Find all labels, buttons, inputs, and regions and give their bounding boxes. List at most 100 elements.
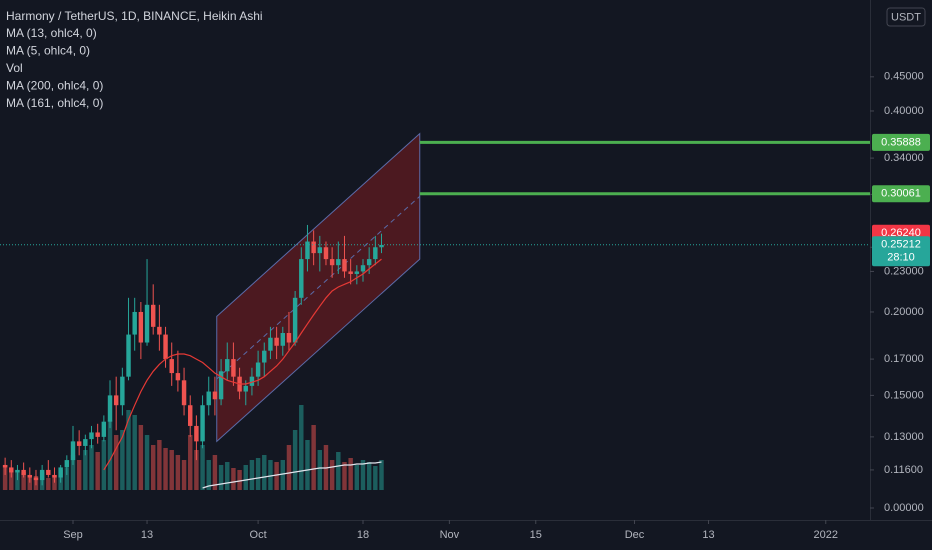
y-tick-label: 0.20000 xyxy=(884,306,924,318)
volume-bar xyxy=(360,460,366,490)
volume-bar xyxy=(144,435,150,490)
candle-body xyxy=(336,259,341,266)
volume-bar xyxy=(200,445,205,490)
volume-bar xyxy=(299,405,304,490)
volume-bar xyxy=(138,425,144,490)
candle-body xyxy=(188,405,193,426)
volume-bar xyxy=(231,468,236,490)
candle-body xyxy=(292,297,298,343)
volume-bar xyxy=(348,458,353,490)
currency[interactable]: USDT xyxy=(891,11,921,23)
candle-body xyxy=(15,469,20,473)
volume-bar xyxy=(274,462,279,490)
axes: USDT 0.450000.400000.340000.300000.25000… xyxy=(63,7,930,541)
candle-body xyxy=(58,467,63,478)
candle-body xyxy=(280,333,286,346)
candle-body xyxy=(138,311,144,343)
candle-body xyxy=(89,432,94,440)
price-label: 0.26240 xyxy=(881,227,921,239)
candle-body xyxy=(46,469,51,475)
x-tick-label: 2022 xyxy=(814,529,838,541)
candle-body xyxy=(249,376,255,386)
candle-body xyxy=(348,271,353,274)
candle-body xyxy=(95,432,100,437)
price-label: 0.25212 xyxy=(881,239,921,251)
volume-bar xyxy=(163,448,168,490)
volume-bar xyxy=(311,425,316,490)
volume-bar xyxy=(206,460,211,490)
x-tick-label: Sep xyxy=(63,529,83,541)
volume-ma-line xyxy=(202,461,382,489)
y-tick-label: 0.15000 xyxy=(884,389,924,401)
candle-body xyxy=(39,469,45,481)
volume-bar xyxy=(113,435,119,490)
volume-bar xyxy=(194,450,199,490)
candle-body xyxy=(225,359,230,372)
candle-body xyxy=(101,421,107,437)
volume-bar xyxy=(157,440,162,490)
volume-bar xyxy=(218,465,224,490)
volume-bar xyxy=(268,460,273,490)
volume-bar xyxy=(126,410,131,490)
plot xyxy=(0,132,870,490)
candle-body xyxy=(21,469,26,475)
candle-body xyxy=(150,304,156,327)
volume-bar xyxy=(262,455,267,490)
volume-bar xyxy=(2,465,8,490)
volume-bar xyxy=(354,465,360,490)
volume-bar xyxy=(188,435,193,490)
candle-body xyxy=(70,441,76,461)
volume-bar xyxy=(150,445,156,490)
candle-body xyxy=(169,359,174,374)
x-tick-label: 13 xyxy=(141,529,153,541)
volume-bar xyxy=(132,415,137,490)
candle-body xyxy=(366,259,372,266)
candle-body xyxy=(212,391,218,400)
legend: Harmony / TetherUS, 1D, BINANCE, Heikin … xyxy=(6,9,263,110)
volume-bar xyxy=(255,458,261,490)
volume-bar xyxy=(21,472,26,490)
price-label-bg xyxy=(872,185,930,203)
candle-body xyxy=(120,376,125,406)
volume-bar xyxy=(336,452,341,490)
candle-body xyxy=(52,474,57,478)
candle-body xyxy=(175,373,181,381)
candle-body xyxy=(194,425,199,442)
candle-body xyxy=(218,371,224,400)
price-label-bg xyxy=(872,133,930,151)
volume-bar xyxy=(373,466,378,490)
x-tick-label: 15 xyxy=(530,529,542,541)
candle-body xyxy=(200,405,205,442)
y-tick-label: 0.34000 xyxy=(884,152,924,164)
volume-bar xyxy=(379,460,384,490)
y-tick-label: 0.13000 xyxy=(884,431,924,443)
price-label-bg xyxy=(872,236,930,267)
candle-body xyxy=(163,334,168,360)
candle-body xyxy=(323,247,329,260)
price-label: 0.35888 xyxy=(881,136,921,148)
volume-bar xyxy=(46,478,51,490)
candle-body xyxy=(262,350,267,363)
volume-bar xyxy=(181,460,187,490)
candle-body xyxy=(299,259,304,298)
channel-midline xyxy=(216,195,421,380)
currency-button[interactable] xyxy=(886,7,926,27)
volume-bar xyxy=(225,462,230,490)
y-tick-label: 0.40000 xyxy=(884,105,924,117)
volume-bar xyxy=(317,450,323,490)
candle-body xyxy=(311,241,316,254)
candle-body xyxy=(360,265,366,272)
y-tick-label: 0.45000 xyxy=(884,71,924,83)
candle-body xyxy=(354,271,360,274)
y-tick-label: 0.17000 xyxy=(884,353,924,365)
volume-bar xyxy=(101,440,107,490)
volume-bar xyxy=(305,440,310,490)
candle-body xyxy=(83,439,88,446)
candle-body xyxy=(243,385,248,392)
volume-bar xyxy=(120,430,125,490)
candle-body xyxy=(274,337,279,346)
candle-body xyxy=(9,467,14,473)
volume-bar xyxy=(249,460,255,490)
volume-bar xyxy=(212,455,218,490)
indicator-label: Vol xyxy=(6,61,23,75)
